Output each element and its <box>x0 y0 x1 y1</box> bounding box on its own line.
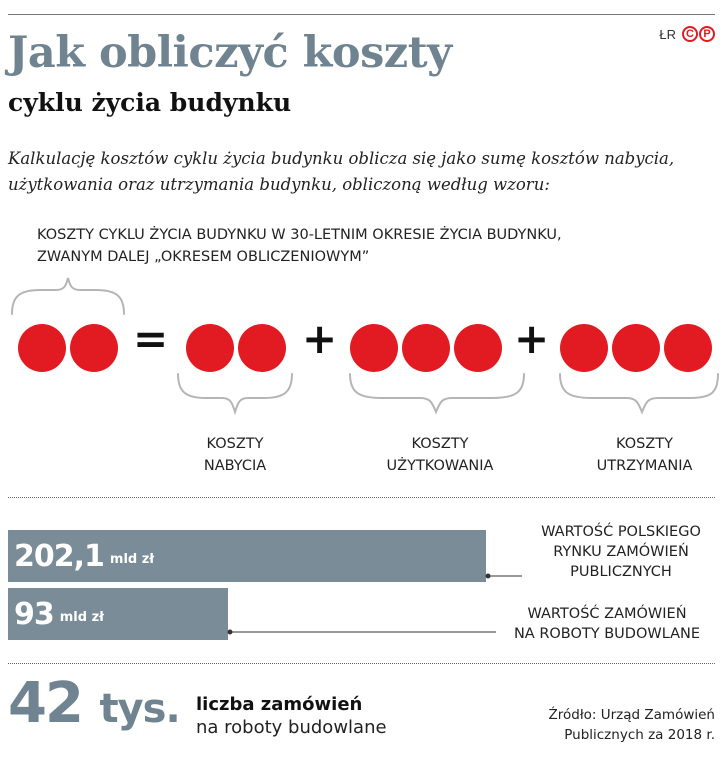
cost-label-uzytkowania: KOSZTY UŻYTKOWANIA <box>365 433 515 477</box>
contracts-count: 42 tys. <box>8 676 181 732</box>
plus-sign: + <box>514 314 550 363</box>
equals-sign: = <box>133 314 169 363</box>
bar-unit: mld zł <box>109 551 155 567</box>
section-divider <box>8 663 715 664</box>
formula-dot <box>70 324 118 372</box>
cost-label-line: NABYCIA <box>203 458 267 474</box>
formula-braces <box>11 277 719 416</box>
bar-value: 93 <box>14 596 55 632</box>
bar-label-line: NA ROBOTY BUDOWLANE <box>513 626 701 642</box>
bar-label-line: RYNKU ZAMÓWIEŃ <box>553 544 689 560</box>
bar-value: 202,1 <box>14 538 105 574</box>
publisher-logo: ŁR C P <box>659 26 715 42</box>
source-line: Publicznych za 2018 r. <box>564 727 715 743</box>
bar-leader-lines <box>227 573 522 635</box>
formula-dot <box>18 324 66 372</box>
cp-logo-icon: C P <box>682 26 715 42</box>
section-divider <box>8 497 715 498</box>
formula-dot <box>612 324 660 372</box>
bar-label-public: WARTOŚĆ POLSKIEGO RYNKU ZAMÓWIEŃ PUBLICZ… <box>526 522 716 582</box>
source-note: Źródło: Urząd Zamówień Publicznych za 20… <box>548 705 715 745</box>
cost-label-line: KOSZTY <box>206 436 264 452</box>
bar-label-construction: WARTOŚĆ ZAMÓWIEŃ NA ROBOTY BUDOWLANE <box>496 604 718 644</box>
leader-dot <box>227 629 233 635</box>
formula-dot <box>402 324 450 372</box>
intro-text: Kalkulację kosztów cyklu życia budynku o… <box>8 149 675 194</box>
leader-dot <box>485 573 491 579</box>
contracts-count-unit: tys. <box>99 686 180 732</box>
contracts-count-number: 42 <box>8 671 84 736</box>
bar-construction: 93 mld zł <box>8 588 228 640</box>
brace-utrzymania <box>559 373 719 415</box>
bar-public-market: 202,1 mld zł <box>8 530 486 582</box>
source-line: Źródło: Urząd Zamówień <box>548 707 715 723</box>
logo-letter-p: P <box>699 26 715 42</box>
page-subtitle: cyklu życia budynku <box>8 88 292 117</box>
top-rule <box>8 14 715 15</box>
author-initials: ŁR <box>659 26 676 42</box>
cost-label-utrzymania: KOSZTY UTRZYMANIA <box>582 433 707 477</box>
cost-label-line: UTRZYMANIA <box>596 458 693 474</box>
bar-label-line: WARTOŚĆ POLSKIEGO <box>541 524 701 540</box>
bar-label-line: WARTOŚĆ ZAMÓWIEŃ <box>527 606 687 622</box>
top-brace <box>11 277 125 315</box>
formula-dot <box>238 324 286 372</box>
cost-label-line: KOSZTY <box>616 436 673 452</box>
brace-uzytkowania <box>349 373 525 415</box>
bar-unit: mld zł <box>59 609 104 625</box>
formula-dot <box>454 324 502 372</box>
formula-label: KOSZTY CYKLU ŻYCIA BUDYNKU W 30-LETNIM O… <box>37 224 677 268</box>
formula-dot <box>350 324 398 372</box>
contracts-label: na roboty budowlane <box>196 717 387 738</box>
logo-letter-c: C <box>682 26 698 42</box>
page-title: Jak obliczyć koszty <box>8 28 452 78</box>
formula-dot <box>186 324 234 372</box>
formula-dot <box>664 324 712 372</box>
cost-label-nabycia: KOSZTY NABYCIA <box>185 433 285 477</box>
plus-sign: + <box>302 314 338 363</box>
formula-label-line2: ZWANYM DALEJ „OKRESEM OBLICZENIOWYM” <box>37 249 370 265</box>
formula-label-line1: KOSZTY CYKLU ŻYCIA BUDYNKU W 30-LETNIM O… <box>37 227 562 243</box>
bar-label-line: PUBLICZNYCH <box>570 564 672 580</box>
formula-dot <box>560 324 608 372</box>
contracts-label-bold: liczba zamówień <box>196 694 363 715</box>
cost-label-line: UŻYTKOWANIA <box>386 458 494 474</box>
brace-nabycia <box>177 373 293 416</box>
cost-label-line: KOSZTY <box>411 436 469 452</box>
